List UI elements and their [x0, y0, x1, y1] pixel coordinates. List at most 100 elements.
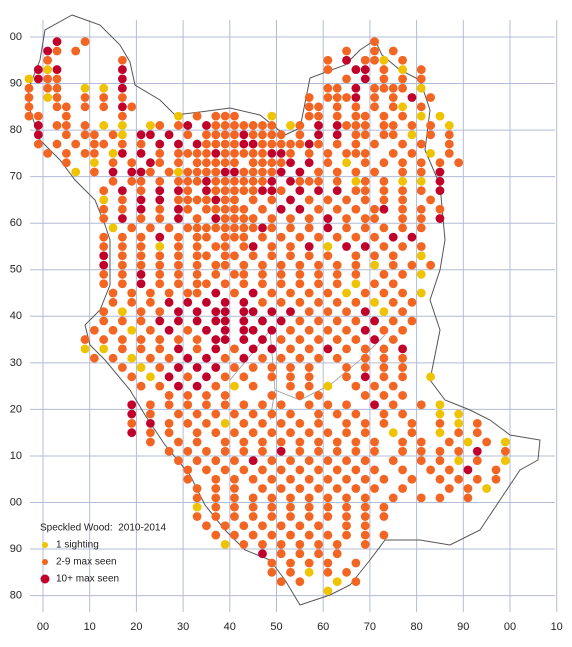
record-dot [304, 474, 314, 484]
record-dot [370, 139, 379, 149]
record-dot [127, 158, 137, 168]
record-dot [248, 288, 258, 298]
record-dot [332, 279, 342, 289]
record-dot [192, 456, 202, 466]
record-dot [127, 418, 137, 428]
record-dot [192, 512, 202, 521]
record-dot [202, 121, 211, 130]
record-dot [370, 381, 379, 391]
record-dot [379, 176, 389, 186]
record-dot [407, 316, 417, 326]
record-dot [416, 167, 426, 177]
record-dot [267, 344, 277, 354]
record-dot [230, 344, 239, 354]
record-dot [220, 242, 230, 251]
record-dot [267, 121, 277, 130]
record-dot [276, 465, 286, 475]
record-dot [108, 297, 118, 307]
record-dot [332, 484, 342, 493]
record-dot [295, 446, 305, 456]
record-dot [211, 111, 221, 121]
record-dot [99, 93, 109, 102]
y-tick-label: 80 [10, 590, 22, 602]
record-dot [239, 335, 249, 344]
record-dot [370, 297, 379, 307]
record-dot [304, 325, 314, 335]
record-dot [295, 418, 305, 428]
record-dot [174, 316, 183, 326]
record-dot [267, 158, 277, 168]
record-dot [370, 204, 379, 214]
record-dot [351, 465, 361, 475]
record-dot [230, 204, 239, 214]
record-dot [239, 353, 249, 363]
record-dot [454, 446, 464, 456]
record-dot [416, 83, 426, 93]
record-dot [398, 446, 407, 456]
record-dot [416, 437, 426, 447]
record-dot [323, 456, 333, 466]
record-dot [323, 381, 333, 391]
record-dot [258, 139, 267, 149]
record-dot [146, 437, 155, 447]
record-dot [220, 539, 230, 549]
record-dot [351, 484, 361, 493]
record-dot [304, 307, 314, 317]
record-dot [239, 121, 249, 130]
record-dot [398, 111, 407, 121]
record-dot [99, 242, 109, 251]
y-tick-label: 00 [10, 496, 22, 508]
record-dot [267, 372, 277, 382]
record-dot [388, 279, 398, 289]
record-dot [388, 335, 398, 344]
record-dot [192, 409, 202, 419]
record-dot [248, 409, 258, 419]
record-dot [174, 307, 183, 317]
record-dot [351, 577, 361, 587]
record-dot [323, 55, 333, 65]
record-dot [211, 428, 221, 438]
record-dot [370, 251, 379, 261]
record-dot [43, 93, 53, 102]
record-dot [304, 111, 314, 121]
record-dot [164, 167, 174, 177]
record-dot [239, 232, 249, 242]
record-dot [435, 167, 445, 177]
record-dot [164, 130, 174, 140]
record-dot [230, 176, 239, 186]
record-dot [379, 65, 389, 74]
record-dot [332, 139, 342, 149]
record-dot [174, 242, 183, 251]
record-dot [248, 325, 258, 335]
record-dot [295, 204, 305, 214]
record-dot [108, 148, 118, 158]
record-dot [295, 260, 305, 270]
record-dot [351, 270, 361, 279]
y-tick-label: 80 [10, 124, 22, 136]
record-dot [258, 121, 267, 130]
record-dot [407, 232, 417, 242]
record-dot [351, 335, 361, 344]
record-dot [304, 372, 314, 382]
record-dot [248, 176, 258, 186]
record-dot [398, 307, 407, 317]
record-dot [388, 148, 398, 158]
record-dot [164, 372, 174, 382]
record-dot [230, 111, 239, 121]
record-dot [211, 223, 221, 233]
record-dot [295, 270, 305, 279]
record-dot [99, 270, 109, 279]
record-dot [258, 539, 267, 549]
record-dot [276, 446, 286, 456]
record-dot [295, 130, 305, 140]
record-dot [108, 130, 118, 140]
record-dot [108, 176, 118, 186]
record-dot [500, 446, 510, 456]
record-dot [304, 139, 314, 149]
record-dot [89, 353, 99, 363]
record-dot [33, 139, 43, 149]
record-dot [314, 316, 323, 326]
record-dot [230, 148, 239, 158]
record-dot [136, 381, 146, 391]
record-dot [108, 158, 118, 168]
